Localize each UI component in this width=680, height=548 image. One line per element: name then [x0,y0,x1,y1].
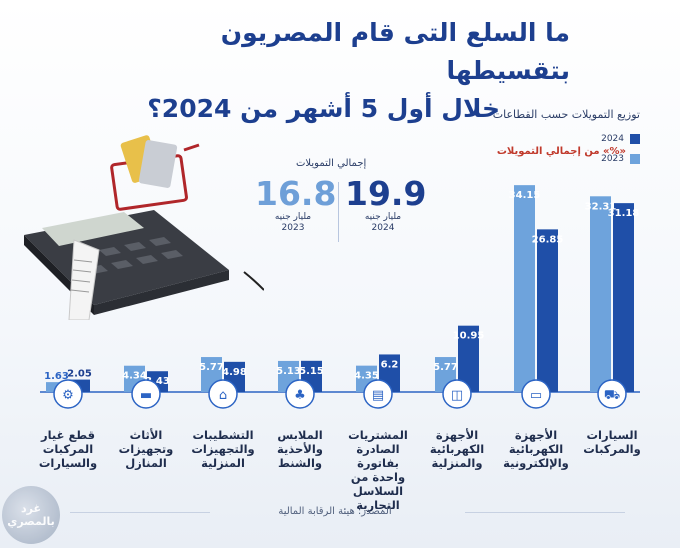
value-label-2023: 5.77 [433,362,458,373]
legend-2024: 2024 [601,134,640,144]
bar-group: 1.632.05 ⚙ [44,369,92,409]
bar-group: 5.135.15 ♣ [276,360,324,409]
value-label-2024: 5.15 [299,366,324,377]
total-2024-year: 2024 [371,223,395,233]
page-title: ما السلع التى قام المصريون بتقسيطها خلال… [100,14,570,128]
total-2024-value: 19.9 [345,174,427,213]
totals-divider [338,182,339,242]
value-label-2024: 10.95 [453,331,485,342]
bar-2023 [514,185,535,392]
watermark-logo: غرد بالمصري [2,486,60,544]
value-label-2023: 4.34 [122,371,147,382]
value-label-2024: 2.05 [67,369,92,380]
legend-label-2023: 2023 [601,154,624,164]
category-label: الأثاث وتجهيزات المنازل [118,428,174,470]
laptop-icon-glyph: ▭ [530,388,542,403]
washer-icon-glyph: ◫ [451,388,463,403]
title-line-2: خلال أول 5 أشهر من 2024؟ [147,94,500,123]
bar-group: 5.774.98 ⌂ [199,357,247,409]
category-label: الملابس والأحذية والشنط [277,428,323,470]
bar-2024 [458,325,479,392]
shirt-icon-glyph: ♣ [294,388,306,403]
value-label-2023: 4.35 [354,371,379,382]
sofa-icon-glyph: ▬ [140,388,152,403]
calculator-cart-illustration [24,135,264,320]
category-label: التشطيبات والتجهيزات المنزلية [191,428,255,470]
value-label-2024: 31.18 [608,208,640,219]
legend-swatch-2024 [630,134,640,144]
value-label-2023: 5.77 [199,362,224,373]
category-label: الأجهزة الكهربائية والإلكترونية [503,428,569,470]
total-2024-unit: مليار جنيه [364,212,402,222]
washer-icon [442,379,472,409]
source-divider-left [70,512,210,513]
value-label-2024: 4.98 [222,367,247,378]
car-icon [597,379,627,409]
bar-group: 5.77 10.95 ◫ [433,325,485,409]
car-icon-glyph: ⛟ [604,388,620,403]
category-label: الأجهزة الكهربائية والمنزلية [429,428,485,470]
total-2023-year: 2023 [281,223,305,233]
bar-group: 34.15 26.85 ▭ [509,185,564,409]
legend-2023: 2023 [601,154,640,164]
watermark-line-1: غرد [21,502,42,515]
totals-label: إجمالي التمويلات [296,158,367,169]
total-2023: 16.8 مليار جنيه 2023 [255,174,337,234]
value-label-2023: 5.13 [276,366,301,377]
value-label-2023: 34.15 [509,190,541,201]
legend-swatch-2023 [630,154,640,164]
legend-label-2024: 2024 [601,134,624,144]
shirt-icon [285,379,315,409]
bar-2024 [613,203,634,392]
total-2023-value: 16.8 [255,174,337,213]
category-label: قطع غيار المركبات والسيارات [38,428,98,470]
gear-icon [53,379,83,409]
value-label-2024: 6.2 [381,359,399,370]
sofa-icon [131,379,161,409]
source-divider-right [465,512,625,513]
value-label-2024: 26.85 [532,234,564,245]
value-label-2023: 32.31 [585,201,617,212]
receipt-icon [363,379,393,409]
total-2023-unit: مليار جنيه [274,212,312,222]
value-label-2023: 1.63 [44,371,69,382]
total-2024: 19.9 مليار جنيه 2024 [345,174,427,234]
gear-icon-glyph: ⚙ [62,388,74,403]
value-label-2024: 3.43 [145,376,170,387]
legend-percent-note: «%» من إجمالي التمويلات [496,146,626,157]
receipt-icon-glyph: ▤ [372,388,384,403]
category-label: المشتريات الصادرة بفاتورة واحدة من السلا… [348,428,408,512]
title-line-1: ما السلع التى قام المصريون بتقسيطها [220,18,570,85]
bar-2024 [537,229,558,392]
sector-caption: توزيع التمويلات حسب القطاعات [492,108,640,121]
bar-2023 [590,196,611,392]
legend: 2024 2023 [601,134,640,169]
category-label: السيارات والمركبات [583,428,641,456]
house-icon-glyph: ⌂ [219,388,227,403]
watermark-line-2: بالمصري [7,515,55,528]
bar-group: 4.356.2 ▤ [354,354,400,409]
bar-group: 4.343.43▬ [122,365,170,409]
house-icon [208,379,238,409]
laptop-icon [521,379,551,409]
source-note: المصدر: هيئة الرقابة المالية [278,506,392,517]
